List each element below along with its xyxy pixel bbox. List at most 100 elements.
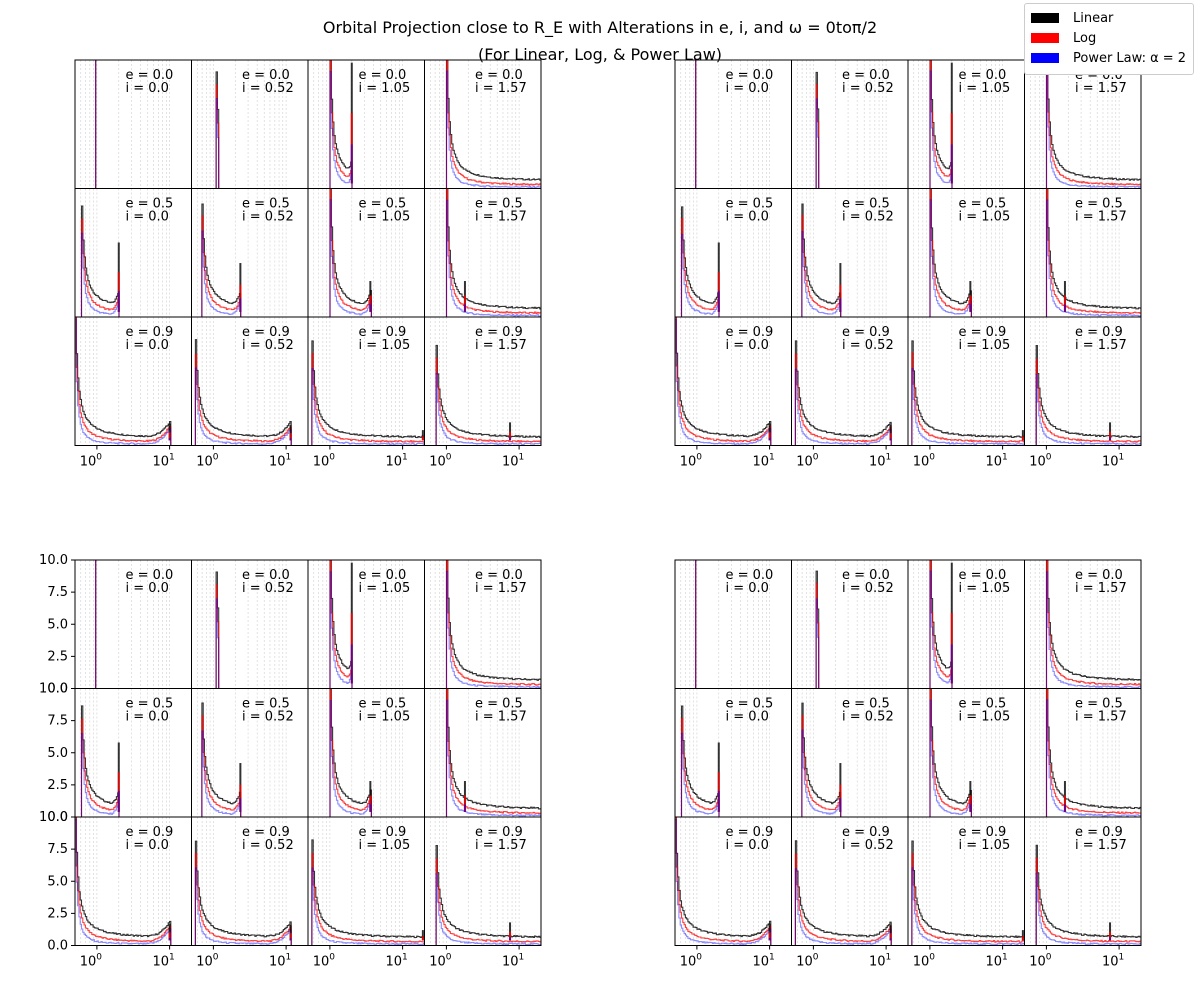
- series-line-linear: [424, 844, 541, 946]
- series-line-power-law: [908, 367, 1025, 446]
- chart-group-bottom-right: e = 0.0i = 0.0e = 0.0i = 0.52e = 0.0i = …: [674, 559, 1142, 970]
- panel-label-i: i = 0.52: [842, 338, 894, 353]
- grid-lines: [908, 817, 1025, 946]
- series-curves: [424, 188, 541, 317]
- series-curves: [908, 840, 1025, 946]
- y-tick-label: 7.5: [47, 842, 68, 857]
- panel-e0.0-i0.0: e = 0.0i = 0.0: [674, 559, 792, 689]
- legend-label-powerlaw: Power Law: α = 2: [1073, 50, 1187, 66]
- series-curves: [75, 317, 192, 446]
- series-curves: [1024, 344, 1141, 446]
- series-line-linear: [424, 344, 541, 446]
- series-line-linear: [791, 840, 908, 946]
- x-tick-exponent: 1: [1119, 453, 1125, 463]
- series-line-power-law: [908, 70, 1025, 189]
- series-line-power-law: [1024, 699, 1141, 817]
- panel-label-i: i = 0.0: [726, 838, 769, 853]
- panel-label-e: e = 0.5: [959, 197, 1007, 212]
- series-line-log: [1024, 358, 1141, 446]
- series-line-log: [791, 715, 908, 817]
- panel-e0.0-i0.0: e = 0.0i = 0.0: [74, 59, 192, 189]
- series-curves: [791, 840, 908, 946]
- legend-item-log: Log: [1031, 28, 1187, 48]
- panel-label-i: i = 1.57: [1075, 581, 1127, 596]
- panel-label-i: i = 0.0: [126, 338, 169, 353]
- series-line-log: [75, 817, 192, 946]
- panel-e0.9-i1.05: e = 0.9i = 1.05 100 101: [307, 316, 425, 470]
- panel-label-i: i = 0.52: [242, 210, 294, 225]
- series-line-power-law: [191, 367, 308, 446]
- panel-label-e: e = 0.5: [842, 697, 890, 712]
- series-line-power-law: [75, 318, 192, 446]
- series-line-power-law: [1024, 872, 1141, 946]
- panel-e0.9-i0.0: e = 0.9i = 0.0 100 101: [674, 816, 792, 970]
- series-line-log: [75, 317, 192, 446]
- panel-e0.9-i1.05: e = 0.9i = 1.05 100 101: [907, 316, 1025, 470]
- grid-lines: [791, 60, 908, 189]
- x-tick-label: 100: [313, 953, 336, 970]
- series-line-linear: [791, 702, 908, 817]
- series-line-log: [791, 583, 908, 689]
- series-line-log: [1024, 60, 1141, 189]
- y-tick-label: 7.5: [47, 585, 68, 600]
- panel-e0.0-i0.52: e = 0.0i = 0.52: [791, 559, 909, 689]
- panel-e0.0-i1.57: e = 0.0i = 1.57: [424, 59, 542, 189]
- series-curves: [191, 203, 308, 317]
- series-line-log: [675, 817, 792, 946]
- series-line-linear: [1024, 188, 1141, 317]
- panel-label-i: i = 0.52: [842, 838, 894, 853]
- panel-label-e: e = 0.0: [126, 68, 174, 83]
- x-tick-label: 100: [313, 453, 336, 470]
- x-tick-label: 101: [152, 953, 174, 970]
- panel-e0.5-i0.0: e = 0.5i = 0.0: [674, 688, 792, 818]
- grid-lines: [308, 60, 425, 189]
- x-tick-exponent: 1: [769, 453, 775, 463]
- grid-lines: [675, 317, 792, 446]
- panel-e0.9-i1.05: e = 0.9i = 1.05 100 101: [307, 816, 425, 970]
- x-tick-exponent: 0: [446, 953, 452, 963]
- panel-e0.9-i0.0: e = 0.9i = 0.0 100 101: [674, 316, 792, 470]
- grid-lines: [75, 817, 192, 946]
- series-line-log: [75, 218, 192, 317]
- x-tick-exponent: 1: [519, 953, 525, 963]
- panel-label-e: e = 0.0: [1075, 568, 1123, 583]
- panel-label-i: i = 1.57: [475, 338, 527, 353]
- panel-label-e: e = 0.9: [1075, 325, 1123, 340]
- x-tick-label: 101: [502, 953, 524, 970]
- panel-label-i: i = 1.05: [359, 81, 411, 96]
- panel-label-i: i = 1.05: [959, 581, 1011, 596]
- panel-e0.5-i0.0: e = 0.5i = 0.0: [74, 188, 192, 318]
- series-line-log: [675, 317, 792, 446]
- panel-label-e: e = 0.5: [1075, 697, 1123, 712]
- legend-swatch-powerlaw: [1031, 53, 1059, 63]
- series-line-log: [191, 584, 308, 689]
- series-line-log: [308, 353, 425, 446]
- x-tick-label: 100: [196, 953, 219, 970]
- panel-label-i: i = 0.52: [242, 838, 294, 853]
- panel-label-e: e = 0.0: [842, 68, 890, 83]
- x-tick-exponent: 0: [213, 953, 219, 963]
- panel-label-i: i = 1.05: [959, 710, 1011, 725]
- x-tick-label: 100: [429, 953, 452, 970]
- panel-label-e: e = 0.9: [242, 825, 290, 840]
- series-line-linear: [1024, 560, 1141, 689]
- series-line-log: [308, 188, 425, 317]
- series-line-linear: [908, 340, 1025, 446]
- x-tick-label: 101: [985, 953, 1007, 970]
- x-tick-label: 101: [385, 453, 407, 470]
- grid-lines: [191, 60, 308, 189]
- x-tick-exponent: 0: [929, 453, 935, 463]
- y-tick-label: 5.0: [47, 617, 68, 632]
- grid-lines: [908, 317, 1025, 446]
- panel-label-e: e = 0.0: [726, 568, 774, 583]
- x-tick-exponent: 0: [96, 953, 102, 963]
- panel-label-e: e = 0.9: [726, 825, 774, 840]
- x-tick-exponent: 1: [886, 953, 892, 963]
- series-curves: [791, 203, 908, 317]
- panel-label-i: i = 0.52: [242, 581, 294, 596]
- x-tick-label: 100: [1029, 453, 1052, 470]
- panel-label-e: e = 0.9: [126, 825, 174, 840]
- x-tick-exponent: 1: [169, 953, 175, 963]
- y-tick-label: 5.0: [47, 746, 68, 761]
